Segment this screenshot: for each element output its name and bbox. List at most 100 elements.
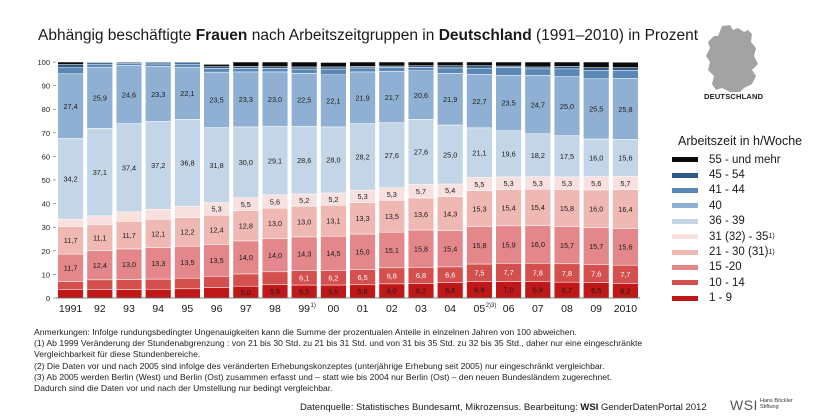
x-tick-label: 93 (123, 303, 135, 315)
data-label: 5,3 (387, 190, 397, 199)
data-label: 5,5 (474, 180, 484, 189)
y-tick-label: 80 (42, 105, 50, 114)
bar-segment (466, 67, 493, 75)
bar-segment (466, 65, 493, 69)
x-tick-label: 92 (94, 303, 106, 315)
source-line: Datenquelle: Statistisches Bundesamt, Mi… (300, 402, 707, 413)
note-line: Vergleichbarkeit für diese Stundenbereic… (34, 349, 201, 360)
data-label: 6,5 (591, 286, 601, 295)
data-label: 15,6 (618, 154, 632, 163)
bar-segment (553, 226, 581, 265)
bar-segment (583, 61, 610, 68)
x-tick-label: 94 (152, 303, 164, 315)
data-label: 6,7 (562, 286, 572, 295)
bar-segment (261, 61, 289, 67)
data-label: 15,0 (355, 248, 369, 257)
bar-segment (583, 70, 610, 80)
stacked-bar-chart: 010203040506070809010011,711,734,227,419… (37, 58, 640, 315)
bar-segment (524, 225, 551, 264)
bar-segment (437, 230, 464, 268)
data-label: 5,7 (620, 179, 630, 188)
legend-label: 40 (709, 199, 722, 212)
legend-swatch (672, 172, 698, 178)
x-tick-label: 96 (211, 303, 223, 315)
data-label: 16,0 (589, 205, 603, 214)
x-tick-label: 07 (532, 303, 544, 315)
legend-item: 36 - 39 (672, 214, 822, 229)
bar-segment (437, 65, 464, 69)
y-tick-label: 20 (42, 247, 50, 256)
bar-segment (466, 127, 493, 178)
data-label: 15,7 (589, 242, 603, 251)
data-label: 23,3 (151, 90, 165, 99)
wsi-logo: WSI (730, 397, 758, 413)
data-label: 5,5 (299, 287, 309, 296)
data-label: 29,1 (268, 156, 282, 165)
data-label: 24,7 (531, 100, 545, 109)
bar-segment (232, 71, 259, 128)
data-label: 13,0 (297, 217, 311, 226)
bar-segment (407, 67, 435, 71)
bar-segment (291, 61, 318, 68)
bar-segment (145, 66, 172, 122)
data-label: 23,5 (209, 96, 223, 105)
bar-segment (203, 276, 230, 288)
data-label: 28,6 (297, 156, 311, 165)
bar-segment (232, 61, 259, 67)
bar-segment (583, 189, 610, 228)
bar-segment (349, 61, 376, 67)
bar-segment (466, 190, 493, 227)
data-label: 15,3 (472, 204, 486, 213)
bar-segment (145, 121, 172, 210)
data-label: 15,8 (472, 241, 486, 250)
data-label: 13,6 (414, 210, 428, 219)
data-label: 23,0 (268, 95, 282, 104)
data-label: 15,8 (414, 244, 428, 253)
bar-segment (261, 125, 289, 196)
x-tick-label: 05 (474, 303, 486, 315)
bar-segment (553, 61, 581, 67)
data-label: 27,4 (63, 102, 77, 111)
bar-segment (203, 127, 230, 203)
bar-segment (291, 68, 318, 74)
legend-item: 1 - 9 (672, 291, 822, 306)
legend-label: 36 - 39 (709, 215, 745, 228)
data-label: 5,6 (358, 287, 368, 296)
data-label: 19,6 (501, 150, 515, 159)
data-label: 5,0 (241, 288, 251, 297)
bar-segment (553, 76, 581, 136)
bar-segment (407, 119, 435, 185)
legend-label: 55 - und mehr (709, 153, 781, 166)
bar-segment (291, 66, 318, 70)
data-label: 13,5 (209, 256, 223, 265)
bar-segment (86, 63, 113, 68)
bar-segment (261, 68, 289, 73)
data-label: 21,9 (355, 94, 369, 103)
legend-swatch (672, 218, 698, 224)
bar-segment (115, 63, 143, 66)
data-label: 11,7 (122, 231, 136, 240)
bar-segment (407, 197, 435, 231)
data-label: 6,2 (416, 286, 426, 295)
data-label: 11,7 (64, 236, 78, 245)
y-tick-label: 60 (42, 152, 50, 161)
data-label: 15,4 (443, 244, 457, 253)
data-label: 6,2 (620, 286, 630, 295)
data-label: 16,0 (531, 240, 545, 249)
legend-swatch (672, 264, 698, 270)
bar-segment (261, 207, 289, 240)
bar-segment (57, 289, 84, 299)
legend-swatch (672, 234, 698, 240)
bar-segment (261, 238, 289, 273)
bar-segment (437, 196, 464, 231)
data-label: 6,6 (445, 286, 455, 295)
data-label: 20,6 (414, 91, 428, 100)
legend-item: 45 - 54 (672, 167, 822, 182)
data-label: 21,7 (385, 93, 399, 102)
data-label: 23,3 (239, 95, 253, 104)
legend: Arbeitszeit in h/Woche 55 - und mehr 45 -… (672, 134, 822, 306)
note-line: (3) Ab 2005 werden Berlin (West) und Ber… (34, 371, 612, 382)
bar-segment (407, 61, 435, 67)
legend-footnote-mark: 1) (768, 248, 775, 256)
data-label: 16,4 (618, 205, 632, 214)
